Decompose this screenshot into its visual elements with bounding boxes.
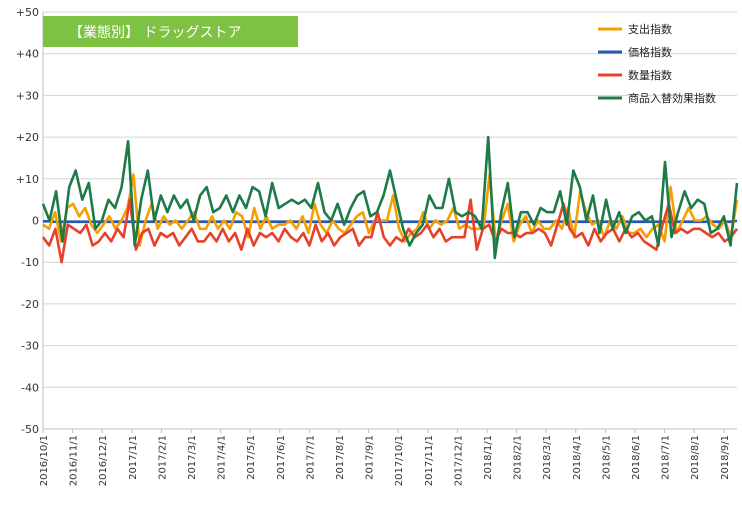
x-tick-label: 2017/10/1 — [394, 435, 405, 486]
x-tick-label: 2017/7/1 — [305, 435, 316, 480]
y-tick-label: -50 — [21, 423, 39, 436]
x-tick-label: 2016/12/1 — [98, 435, 109, 486]
y-tick-label: -10 — [21, 256, 39, 269]
y-tick-label: +40 — [16, 48, 39, 61]
x-tick-label: 2018/7/1 — [661, 435, 672, 480]
title-box — [43, 16, 298, 47]
y-tick-label: +50 — [16, 6, 39, 19]
title-text: 【業態別】 ドラッグストア — [69, 25, 241, 41]
x-tick-label: 2017/6/1 — [276, 435, 287, 480]
series-line-3 — [41, 135, 739, 260]
x-tick-label: 2016/11/1 — [69, 435, 80, 486]
x-tick-label: 2018/3/1 — [542, 435, 553, 480]
x-tick-label: 2018/5/1 — [601, 435, 612, 480]
series-line-2 — [41, 198, 739, 264]
x-tick-label: 2018/4/1 — [572, 435, 583, 480]
x-tick-label: 2018/9/1 — [720, 435, 731, 480]
x-tick-label: 2018/6/1 — [631, 435, 642, 480]
x-axis: 2016/10/1 2016/11/1 2016/12/1 2017/1/1 2017/… — [39, 429, 731, 486]
x-tick-label: 2018/8/1 — [690, 435, 701, 480]
x-tick-label: 2017/11/1 — [424, 435, 435, 486]
legend-label: 価格指数 — [628, 45, 672, 59]
series-lines — [41, 135, 739, 264]
x-tick-label: 2017/1/1 — [128, 435, 139, 480]
legend-label: 支出指数 — [628, 22, 672, 36]
x-tick-label: 2017/3/1 — [187, 435, 198, 480]
y-tick-label: -30 — [21, 340, 39, 353]
x-tick-label: 2018/2/1 — [513, 435, 524, 480]
y-tick-label: -40 — [21, 381, 39, 394]
chart-title: 【業態別】 ドラッグストア — [43, 16, 298, 47]
y-axis: +50 +40 +30 +20 +10 0 -10 -20 -30 -40 -50 — [16, 6, 39, 436]
y-tick-label: +30 — [16, 89, 39, 102]
y-tick-label: +10 — [16, 173, 39, 186]
x-tick-label: 2017/8/1 — [335, 435, 346, 480]
x-tick-label: 2017/2/1 — [157, 435, 168, 480]
x-tick-label: 2017/4/1 — [217, 435, 228, 480]
x-tick-label: 2017/12/1 — [453, 435, 464, 486]
x-tick-label: 2016/10/1 — [39, 435, 50, 486]
y-tick-label: 0 — [32, 215, 39, 228]
x-tick-label: 2017/5/1 — [246, 435, 257, 480]
series-line-1 — [43, 219, 738, 224]
x-tick-label: 2017/9/1 — [365, 435, 376, 480]
y-tick-label: +20 — [16, 131, 39, 144]
legend-label: 商品入替効果指数 — [628, 91, 716, 105]
x-tick-label: 2018/1/1 — [483, 435, 494, 480]
y-tick-label: -20 — [21, 298, 39, 311]
legend-label: 数量指数 — [628, 68, 672, 82]
